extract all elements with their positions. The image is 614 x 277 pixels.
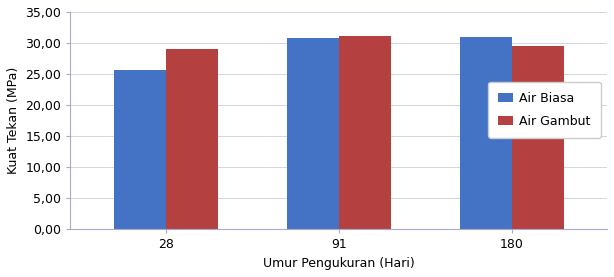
X-axis label: Umur Pengukuran (Hari): Umur Pengukuran (Hari) bbox=[263, 257, 414, 270]
Bar bbox=[460, 37, 512, 229]
Bar bbox=[339, 35, 391, 229]
Bar bbox=[287, 38, 339, 229]
Legend: Air Biasa, Air Gambut: Air Biasa, Air Gambut bbox=[488, 82, 601, 138]
Y-axis label: Kuat Tekan (MPa): Kuat Tekan (MPa) bbox=[7, 67, 20, 174]
Bar bbox=[166, 49, 217, 229]
Bar bbox=[114, 70, 166, 229]
Bar bbox=[512, 46, 564, 229]
